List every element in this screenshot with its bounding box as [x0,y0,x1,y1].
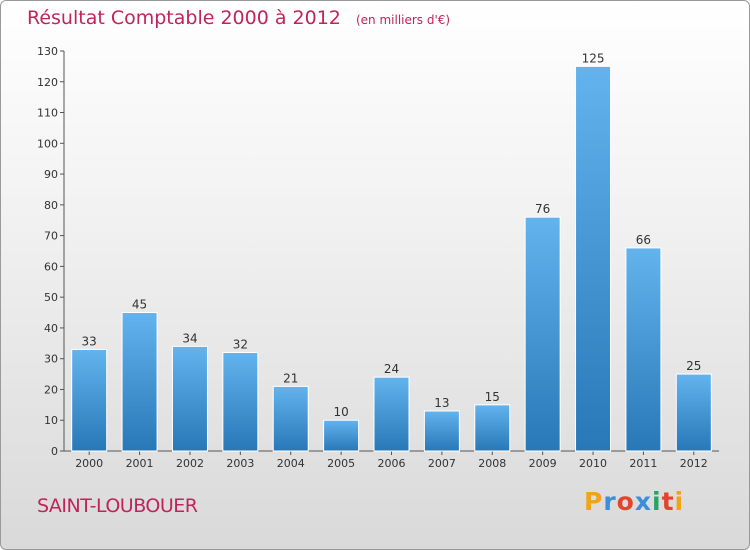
x-tick-label-2002: 2002 [176,457,204,470]
y-tick-label: 30 [44,353,58,366]
brand-letter: i [652,487,662,516]
brand-letter: P [584,487,604,516]
y-tick-label: 50 [44,291,58,304]
bar-2007 [423,410,460,452]
y-tick-label: 0 [51,445,58,458]
data-label-2003: 32 [233,338,248,352]
bar-2011 [625,247,662,452]
data-label-2009: 76 [535,202,550,216]
y-tick-label: 80 [44,199,58,212]
x-tick-label-2003: 2003 [226,457,254,470]
data-label-2011: 66 [636,233,651,247]
data-label-2000: 33 [82,334,97,348]
data-label-2010: 125 [582,51,605,65]
x-tick-label-2012: 2012 [680,457,708,470]
bar-2009 [524,216,561,452]
bar-2008 [474,404,511,452]
bar-2005 [323,419,360,452]
x-tick-label-2006: 2006 [378,457,406,470]
x-tick-label-2000: 2000 [75,457,103,470]
chart-subtitle: (en milliers d'€) [355,13,451,27]
x-tick-label-2007: 2007 [428,457,456,470]
y-tick-label: 130 [37,45,58,58]
bar-layer [71,65,712,452]
data-label-2012: 25 [686,359,701,373]
data-label-2001: 45 [132,298,147,312]
data-label-2002: 34 [182,331,197,345]
bar-2002 [171,345,208,452]
chart-title-row: Résultat Comptable 2000 à 2012 (en milli… [27,7,450,29]
x-tick-label-2004: 2004 [277,457,305,470]
data-label-2004: 21 [283,371,298,385]
y-tick-label: 20 [44,383,58,396]
x-tick-label-2009: 2009 [529,457,557,470]
brand-letter: r [603,487,617,516]
x-tick-label-2010: 2010 [579,457,607,470]
x-tick-label-2001: 2001 [126,457,154,470]
brand-letter: i [674,487,685,516]
brand-letter: o [616,487,635,516]
data-label-2008: 15 [485,390,500,404]
x-tick-label-2011: 2011 [629,457,657,470]
data-label-2007: 13 [434,396,449,410]
bar-2012 [675,373,712,452]
label-layer: 2000 33 2001 45 2002 34 2003 32 2004 21 2005 10 2006… [75,51,708,470]
town-name: SAINT-LOUBOUER [37,495,198,517]
y-tick-label: 110 [37,107,58,120]
brand-letter: x [634,487,652,516]
y-tick-label: 120 [37,76,58,89]
bar-2004 [272,385,309,452]
bar-2010 [575,65,612,452]
chart-title: Résultat Comptable 2000 à 2012 [27,7,341,29]
bar-2006 [373,376,410,452]
bar-2003 [222,352,259,452]
y-tick-label: 100 [37,137,58,150]
y-tick-label: 10 [44,414,58,427]
y-tick-label: 70 [44,230,58,243]
bar-2001 [121,312,158,452]
bar-2000 [71,348,108,452]
data-label-2006: 24 [384,362,399,376]
data-label-2005: 10 [333,405,348,419]
brand-logo: Proxiti [584,487,684,516]
brand-letter: t [661,487,675,516]
x-tick-label-2005: 2005 [327,457,355,470]
y-tick-label: 60 [44,260,58,273]
x-tick-label-2008: 2008 [478,457,506,470]
y-tick-label: 40 [44,322,58,335]
y-tick-label: 90 [44,168,58,181]
